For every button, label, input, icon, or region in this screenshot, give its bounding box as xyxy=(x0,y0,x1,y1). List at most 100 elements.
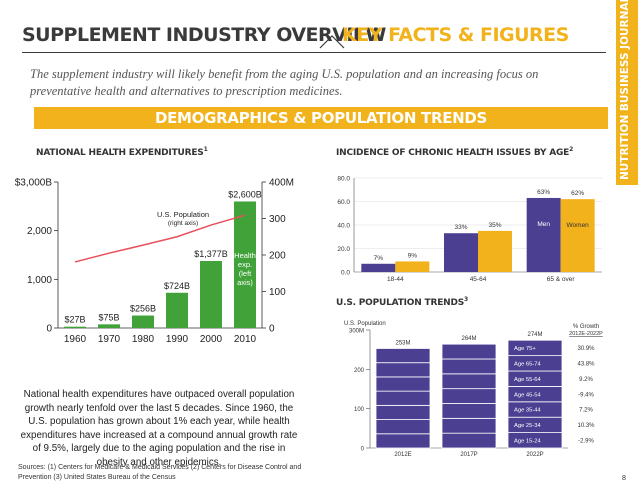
men-bar xyxy=(526,197,561,272)
segment-label: Age 75+ xyxy=(514,346,536,352)
bar-value-label: 63% xyxy=(537,189,550,196)
bar-value-label: $27B xyxy=(64,315,85,325)
y-tick-label: 20.0 xyxy=(337,246,350,253)
health-exp-bar xyxy=(166,292,188,328)
y-tick-label: 80.0 xyxy=(337,176,350,183)
population-segment xyxy=(375,348,431,364)
bar-value-label: 33% xyxy=(454,224,467,231)
population-segment xyxy=(441,388,497,404)
side-tab: NUTRITION BUSINESS JOURNAL xyxy=(616,0,638,185)
population-segment xyxy=(441,432,497,449)
y-tick-label: 200 xyxy=(354,368,365,374)
population-segment xyxy=(375,404,431,420)
header-rule xyxy=(22,52,606,53)
bar-value-label: $2,600B xyxy=(228,189,262,199)
women-bar xyxy=(478,230,512,272)
population-segment xyxy=(507,339,563,357)
section-title-chronic: INCIDENCE OF CHRONIC HEALTH ISSUES BY AG… xyxy=(336,146,574,158)
x-tick-label: 2010 xyxy=(234,334,257,345)
bar-value-label: $256B xyxy=(130,304,156,314)
bar-value-label: $75B xyxy=(98,312,119,322)
right-tick-label: 100 xyxy=(269,287,286,298)
growth-subtitle: 2012E-2022P xyxy=(569,331,603,337)
growth-value: 9.2% xyxy=(579,377,593,383)
annotation-exp: exp. xyxy=(238,260,252,269)
population-segment xyxy=(375,362,431,378)
population-segment xyxy=(375,376,431,392)
growth-value: -9.4% xyxy=(578,392,594,398)
population-segment xyxy=(441,358,497,375)
women-bar xyxy=(395,261,430,272)
growth-value: 30.9% xyxy=(577,346,595,352)
left-tick-label: 2,000 xyxy=(27,226,52,237)
x-tick-label: 2017P xyxy=(460,452,477,458)
population-segment xyxy=(375,433,431,449)
series-label: Men xyxy=(537,221,550,228)
growth-value: -2.9% xyxy=(578,439,594,445)
total-label: 253M xyxy=(395,340,410,346)
sources-footnote: Sources: (1) Centers for Medicare & Medi… xyxy=(18,464,302,481)
population-line xyxy=(74,214,246,263)
segment-label: Age 35-44 xyxy=(514,408,542,414)
segment-label: Age 65-74 xyxy=(514,362,542,368)
x-tick-label: 2012E xyxy=(394,452,411,458)
segment-label: Age 15-24 xyxy=(514,439,542,445)
population-trends-chart: U.S. Population 0 100 200 300M 253M 2012E 264M 2… xyxy=(344,321,603,458)
left-tick-label: 1,000 xyxy=(27,275,52,286)
header-chevron xyxy=(319,35,345,49)
right-tick-label: 400M xyxy=(269,178,294,189)
health-expenditures-chart: 0 1,000 2,000 $3,000B 0 100 200 300 400M $27B 1960… xyxy=(15,178,294,346)
x-tick-label: 2000 xyxy=(200,334,223,345)
annotation-population: U.S. Population xyxy=(157,210,209,219)
left-tick-label: $3,000B xyxy=(15,178,53,189)
growth-title: % Growth xyxy=(573,324,599,330)
right-tick-label: 0 xyxy=(269,324,275,335)
section-title-population: U.S. POPULATION TRENDS3 xyxy=(336,296,469,308)
growth-value: 10.3% xyxy=(577,423,595,429)
page-subtitle: The supplement industry will likely bene… xyxy=(30,67,539,98)
y-tick-label: 40.0 xyxy=(337,223,350,230)
total-label: 274M xyxy=(527,332,542,338)
women-bar xyxy=(560,199,595,272)
page-title: SUPPLEMENT INDUSTRY OVERVIEW xyxy=(22,24,386,46)
segment-label: Age 45-54 xyxy=(514,392,542,398)
expenditure-note: National health expenditures have outpac… xyxy=(20,389,298,468)
left-tick-label: 0 xyxy=(46,324,52,335)
population-segment xyxy=(441,403,497,419)
health-exp-bar xyxy=(132,315,154,328)
bar-value-label: 7% xyxy=(374,255,384,262)
x-tick-label: 1990 xyxy=(166,334,189,345)
x-tick-label: 45-64 xyxy=(470,276,487,283)
page-accent-title: KEY FACTS & FIGURES xyxy=(342,24,569,46)
health-exp-bar xyxy=(98,324,120,328)
bar-value-label: 62% xyxy=(571,190,584,197)
annotation-right-axis: (right axis) xyxy=(168,220,198,227)
segment-label: Age 25-34 xyxy=(514,423,542,429)
growth-value: 43.8% xyxy=(577,362,595,368)
population-segment xyxy=(375,419,431,435)
health-exp-bar xyxy=(234,201,256,328)
bar-value-label: $724B xyxy=(164,281,190,291)
population-segment xyxy=(441,373,497,390)
bar-value-label: 9% xyxy=(408,252,418,259)
health-exp-bar xyxy=(64,326,86,328)
annotation-axis: axis) xyxy=(237,278,253,287)
page-number: 8 xyxy=(622,475,626,482)
right-tick-label: 200 xyxy=(269,251,286,262)
population-segment xyxy=(375,390,431,406)
y-tick-label: 100 xyxy=(354,407,365,413)
x-tick-label: 65 & over xyxy=(547,276,576,283)
population-segment xyxy=(441,343,497,360)
segment-label: Age 55-64 xyxy=(514,377,542,383)
x-tick-label: 1960 xyxy=(64,334,87,345)
section-title-health: NATIONAL HEALTH EXPENDITURES1 xyxy=(36,146,208,158)
section-banner: DEMOGRAPHICS & POPULATION TRENDS xyxy=(34,107,608,129)
population-segment xyxy=(441,417,497,434)
y-tick-label: 300M xyxy=(349,329,364,335)
series-label: Women xyxy=(567,222,590,229)
bar-value-label: 35% xyxy=(488,222,501,229)
chronic-health-chart: 0.0 20.0 40.0 60.0 80.0 7% 9% 18-44 33% 35% 45-64 6… xyxy=(337,176,602,283)
health-exp-bar xyxy=(200,260,222,328)
y-tick-label: 0.0 xyxy=(341,270,350,277)
growth-value: 7.2% xyxy=(579,408,593,414)
